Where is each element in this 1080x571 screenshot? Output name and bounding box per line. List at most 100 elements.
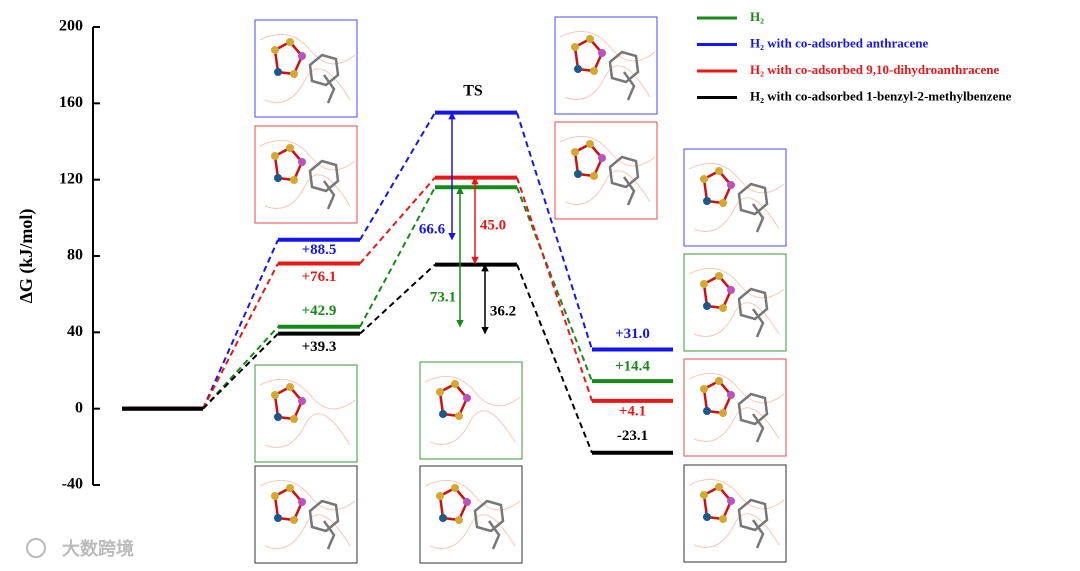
structure-frame xyxy=(683,148,787,247)
connector xyxy=(359,112,436,241)
molecule xyxy=(308,159,340,210)
atom xyxy=(286,484,294,492)
atom xyxy=(455,516,463,524)
atom xyxy=(290,516,298,524)
connector xyxy=(359,263,436,335)
structure-frame xyxy=(554,121,658,220)
atom xyxy=(298,52,306,60)
atom xyxy=(436,492,444,500)
atom xyxy=(703,513,711,521)
molecule xyxy=(473,499,505,550)
value-label: +42.9 xyxy=(302,303,337,319)
connector xyxy=(202,332,279,410)
atom xyxy=(274,514,282,522)
structure-frame xyxy=(254,19,358,118)
atom xyxy=(271,391,279,399)
connector xyxy=(202,239,279,410)
atom xyxy=(290,415,298,423)
atom xyxy=(727,497,735,505)
connector xyxy=(516,186,593,382)
legend-label: H₂ with co-adsorbed 1-benzyl-2-methylben… xyxy=(750,88,1012,103)
atom xyxy=(274,174,282,182)
atom xyxy=(451,484,459,492)
atom xyxy=(271,152,279,160)
atom xyxy=(286,383,294,391)
atom xyxy=(451,380,459,388)
structure-frame xyxy=(254,465,358,564)
atom xyxy=(439,410,447,418)
atom xyxy=(463,498,471,506)
connector xyxy=(202,326,279,410)
molecule xyxy=(608,50,640,101)
atom xyxy=(590,172,598,180)
atom xyxy=(703,197,711,205)
legend-label: H₂ xyxy=(750,9,764,24)
atom xyxy=(719,409,727,417)
atom xyxy=(286,144,294,152)
molecule xyxy=(737,287,769,338)
atom xyxy=(703,302,711,310)
atom xyxy=(574,65,582,73)
framework xyxy=(424,375,521,445)
y-tick-label: 40 xyxy=(67,323,83,340)
connector xyxy=(202,262,279,410)
molecule xyxy=(308,53,340,104)
value-label: +76.1 xyxy=(302,269,337,285)
atom xyxy=(274,68,282,76)
legend-label: H₂ with co-adsorbed 9,10-dihydroanthrace… xyxy=(750,62,999,77)
atom xyxy=(286,38,294,46)
y-tick-label: 200 xyxy=(59,18,83,35)
structure-frame xyxy=(554,16,658,115)
y-tick-label: 160 xyxy=(59,94,83,111)
atom xyxy=(571,43,579,51)
atom xyxy=(700,385,708,393)
barrier-label: 73.1 xyxy=(430,289,456,305)
molecule xyxy=(737,182,769,233)
structure-frame xyxy=(419,465,523,564)
atom xyxy=(715,167,723,175)
atom xyxy=(290,70,298,78)
value-label: -23.1 xyxy=(617,428,648,444)
atom xyxy=(463,394,471,402)
atom xyxy=(715,483,723,491)
atom xyxy=(727,391,735,399)
molecule xyxy=(308,499,340,550)
barrier-label: 36.2 xyxy=(490,303,516,319)
atom xyxy=(436,388,444,396)
watermark: 大数跨境 xyxy=(62,538,134,560)
atom xyxy=(727,181,735,189)
structure-images xyxy=(254,16,787,564)
atom xyxy=(574,170,582,178)
atom xyxy=(298,397,306,405)
y-tick-label: 0 xyxy=(75,399,83,416)
structure-frame xyxy=(683,253,787,352)
atom xyxy=(586,140,594,148)
legend-label: H₂ with co-adsorbed anthracene xyxy=(750,35,929,50)
molecule xyxy=(737,392,769,443)
barrier-label: 45.0 xyxy=(480,217,506,233)
structure-frame xyxy=(683,464,787,563)
atom xyxy=(727,286,735,294)
atom xyxy=(700,280,708,288)
atom xyxy=(455,412,463,420)
atom xyxy=(700,491,708,499)
value-label: +39.3 xyxy=(302,339,337,355)
atom xyxy=(598,49,606,57)
atom xyxy=(715,377,723,385)
atom xyxy=(719,199,727,207)
atom xyxy=(719,304,727,312)
y-tick-label: 80 xyxy=(67,247,83,264)
atom xyxy=(719,515,727,523)
atom xyxy=(590,67,598,75)
atom xyxy=(598,154,606,162)
connector xyxy=(359,186,436,328)
atom xyxy=(290,176,298,184)
atom xyxy=(571,148,579,156)
y-tick-label: 120 xyxy=(59,170,83,187)
molecule xyxy=(737,498,769,549)
molecule xyxy=(608,155,640,206)
value-label: +4.1 xyxy=(619,403,646,419)
structure-frame xyxy=(683,358,787,457)
structure-frame xyxy=(254,125,358,224)
